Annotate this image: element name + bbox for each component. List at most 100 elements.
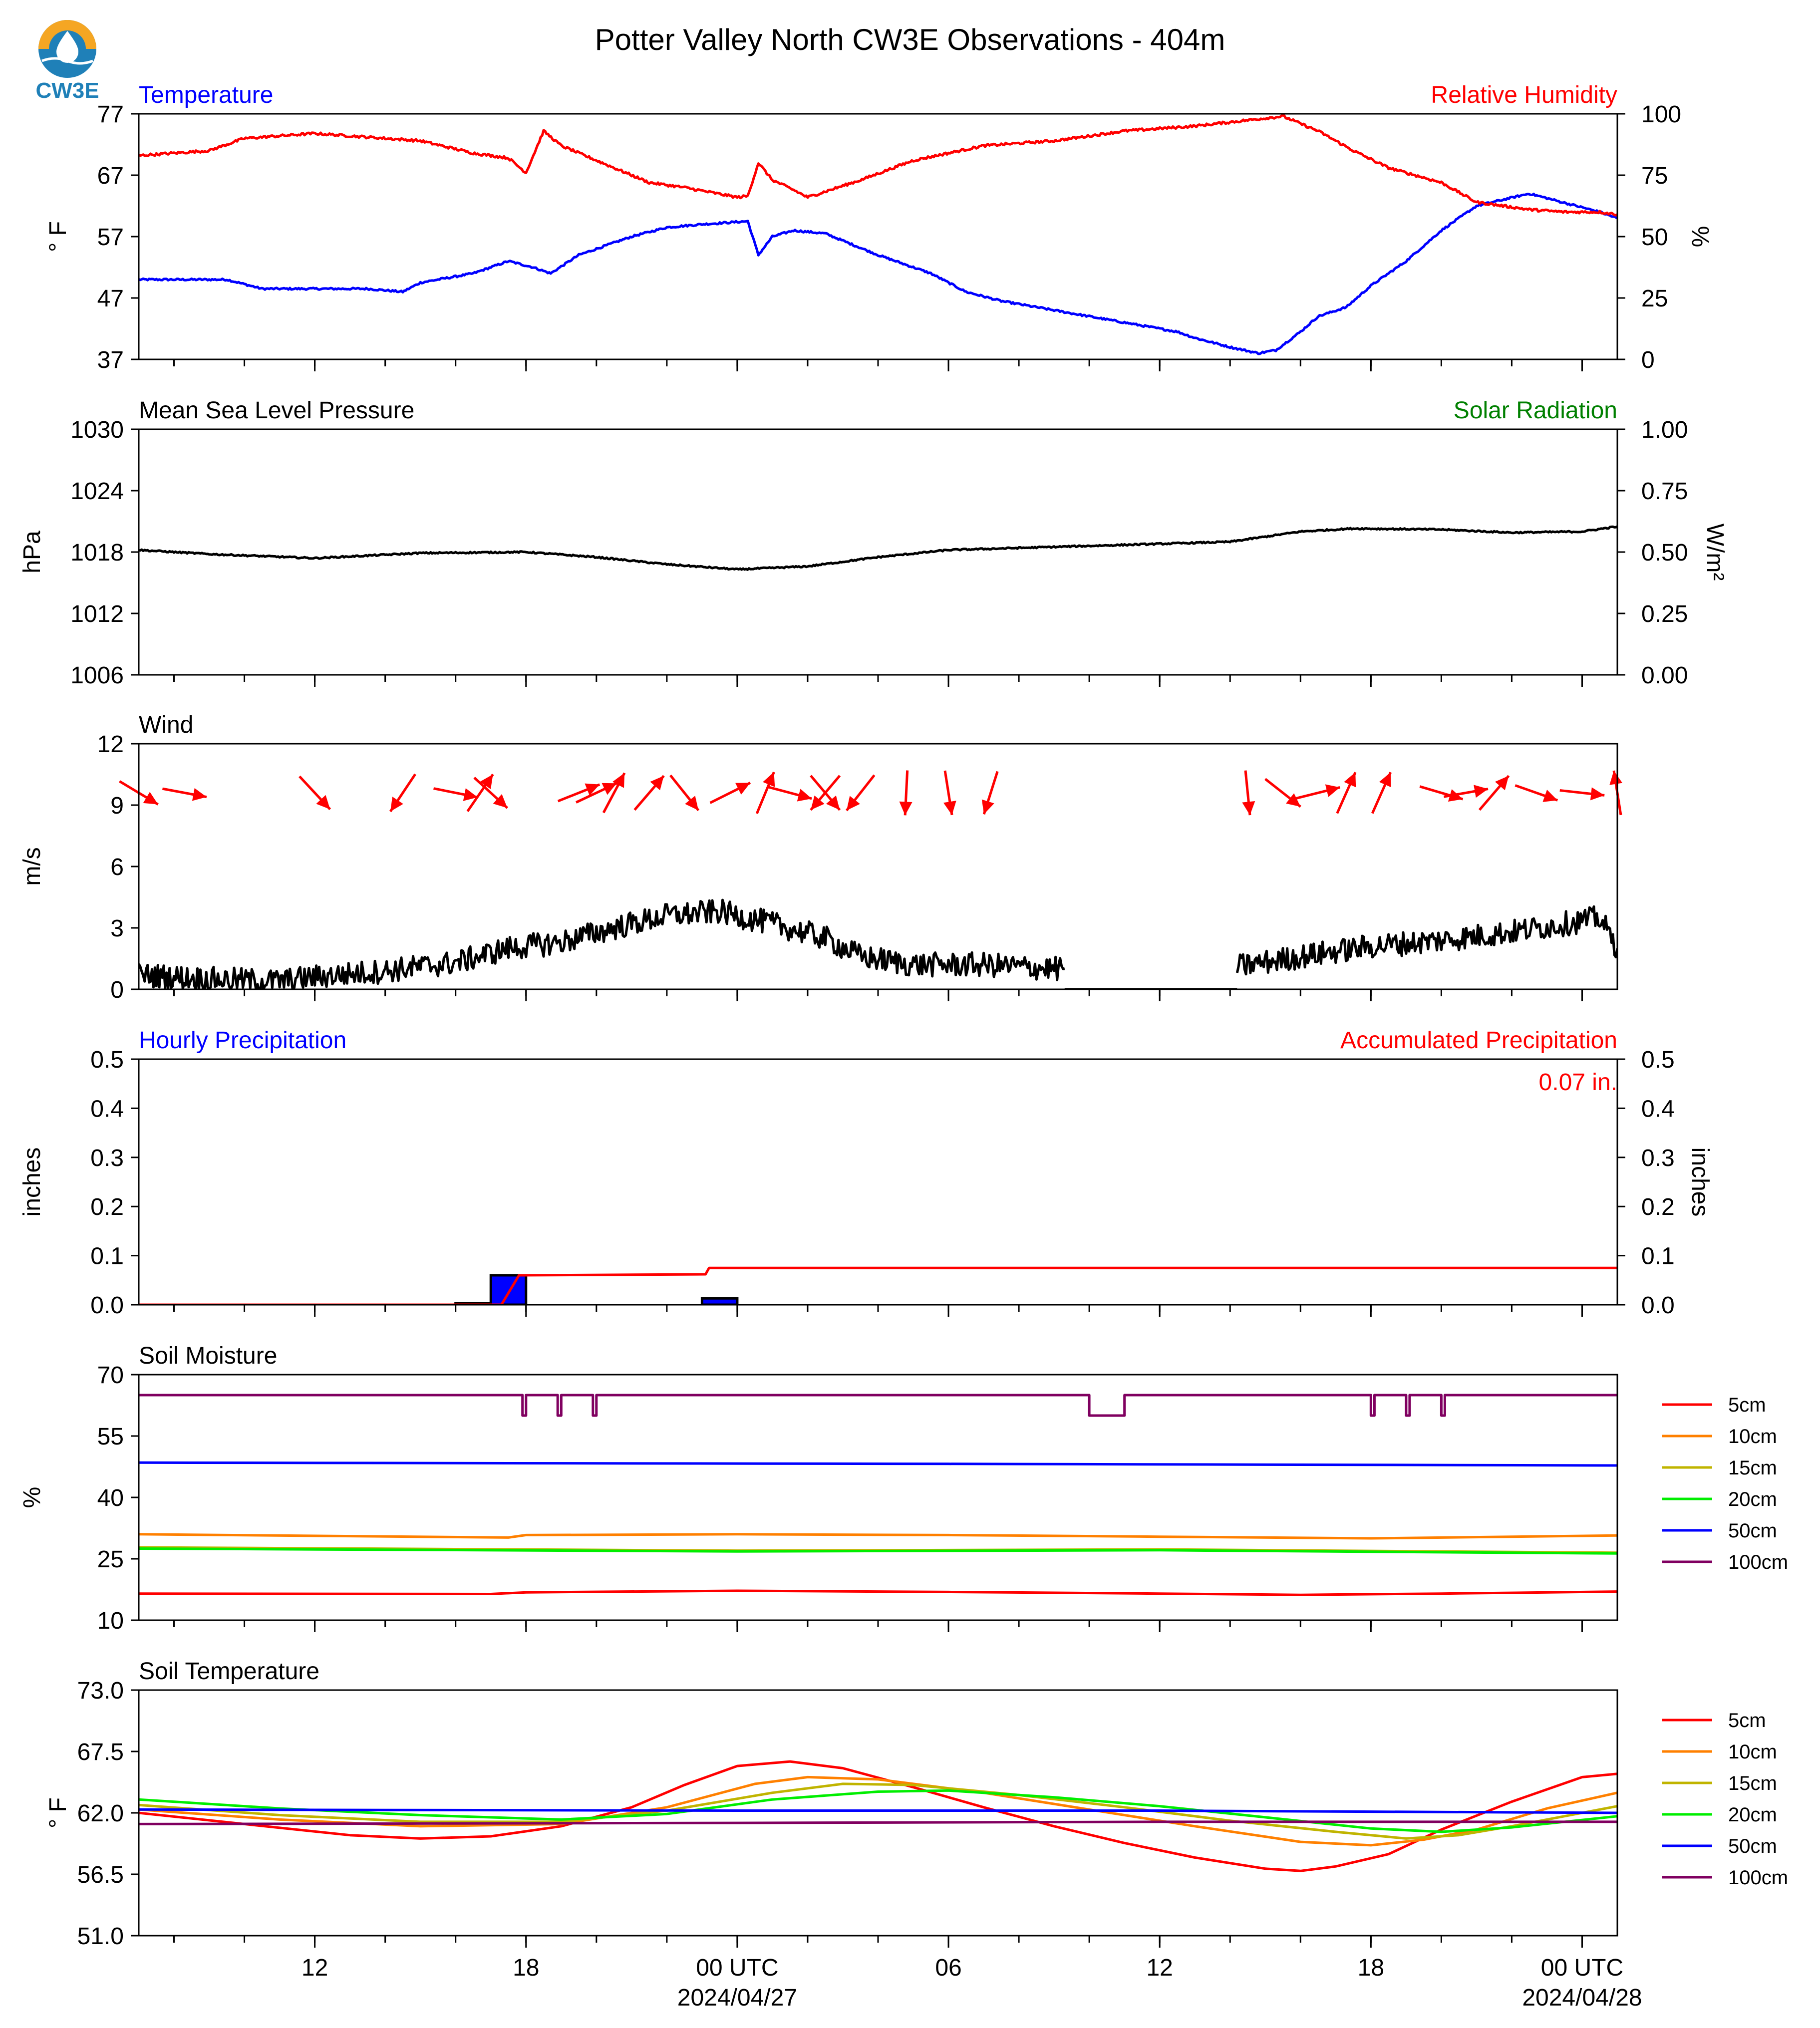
legend-label: 20cm bbox=[1728, 1488, 1777, 1510]
panel-title-right: Solar Radiation bbox=[1454, 397, 1617, 424]
logo-wave-icon bbox=[41, 57, 93, 65]
y-axis-label-left: ° F bbox=[45, 221, 71, 252]
wind-arrow-head bbox=[943, 801, 956, 815]
wind-arrow-head bbox=[602, 783, 617, 795]
wind-arrow-head bbox=[1542, 790, 1558, 802]
wind-arrow-head bbox=[1286, 793, 1301, 807]
y-tick-label-left: 0.5 bbox=[90, 1047, 124, 1073]
cw3e-logo: CW3E bbox=[35, 20, 99, 103]
series-line-50cm bbox=[139, 1808, 1617, 1814]
legend-label: 5cm bbox=[1728, 1394, 1766, 1416]
legend-label: 5cm bbox=[1728, 1710, 1766, 1732]
wind-arrow-head bbox=[585, 783, 600, 796]
x-tick-label: 00 UTC bbox=[1541, 1955, 1623, 1981]
y-tick-label-left: 1024 bbox=[70, 478, 124, 505]
y-tick-label-right: 0.0 bbox=[1641, 1292, 1675, 1319]
panel-title-left: Hourly Precipitation bbox=[139, 1027, 346, 1054]
y-tick-label-left: 0.2 bbox=[90, 1194, 124, 1220]
y-tick-label-right: 0.4 bbox=[1641, 1096, 1675, 1122]
wind-arrow-head bbox=[390, 797, 403, 812]
wind-arrow-head bbox=[685, 796, 699, 811]
legend-label: 100cm bbox=[1728, 1551, 1788, 1573]
legend-label: 15cm bbox=[1728, 1457, 1777, 1479]
y-tick-label-right: 0.1 bbox=[1641, 1243, 1675, 1270]
water-drop-icon bbox=[56, 31, 78, 63]
wind-arrow-head bbox=[192, 788, 207, 801]
y-axis-label-left: % bbox=[19, 1487, 45, 1508]
legend: 5cm 10cm 15cm 20cm 50cm 100cm bbox=[1662, 1710, 1788, 1889]
panel-pressure: Mean Sea Level Pressure Solar Radiation 10… bbox=[19, 397, 1728, 689]
plot-area bbox=[139, 1760, 1617, 1872]
y-axis-label-left: ° F bbox=[45, 1797, 71, 1828]
wind-arrow-head bbox=[846, 796, 860, 811]
panel-soil_temp: Soil Temperature 51.0 56.5 62.0 67.5 73.0 ° F 5… bbox=[45, 1658, 1788, 1950]
wind-arrow-head bbox=[1344, 772, 1356, 788]
y-axis-label-left: inches bbox=[19, 1148, 45, 1217]
y-tick-label-left: 1012 bbox=[70, 601, 124, 627]
series-line-mean-sea-level-pressure bbox=[139, 525, 1617, 571]
panels: Temperature Relative Humidity 37 47 57 67 77 ° … bbox=[19, 82, 1788, 2011]
y-tick-label-left: 77 bbox=[97, 101, 124, 128]
y-tick-label-right: 0 bbox=[1641, 347, 1655, 373]
y-tick-label-left: 9 bbox=[110, 793, 124, 819]
panel-title-left: Soil Temperature bbox=[139, 1658, 319, 1685]
plot-area bbox=[139, 525, 1617, 571]
series-line-accumulated-precipitation bbox=[139, 1266, 1617, 1305]
y-axis-label-right: W/m² bbox=[1702, 524, 1728, 581]
y-tick-label-right: 0.00 bbox=[1641, 662, 1688, 689]
y-tick-label-left: 1018 bbox=[70, 540, 124, 566]
panel-frame bbox=[138, 1374, 1618, 1621]
y-axis-label-left: hPa bbox=[19, 531, 45, 574]
legend-label: 10cm bbox=[1728, 1741, 1777, 1763]
series-line-temperature bbox=[139, 193, 1617, 355]
y-tick-label-right: 100 bbox=[1641, 101, 1681, 128]
wind-arrow-head bbox=[316, 795, 330, 810]
x-tick-sublabel: 2024/04/28 bbox=[1522, 1985, 1642, 2011]
y-tick-label-left: 25 bbox=[97, 1546, 124, 1573]
wind-arrow-head bbox=[1590, 787, 1605, 801]
panel-title-left: Mean Sea Level Pressure bbox=[139, 397, 414, 424]
x-tick-label: 12 bbox=[302, 1955, 328, 1981]
y-tick-label-right: 0.3 bbox=[1641, 1145, 1675, 1171]
wind-arrow-head bbox=[1495, 776, 1509, 791]
legend-label: 50cm bbox=[1728, 1520, 1777, 1542]
y-axis-label-left: m/s bbox=[19, 847, 45, 885]
y-tick-label-left: 6 bbox=[110, 854, 124, 880]
y-tick-label-left: 0.4 bbox=[90, 1096, 124, 1122]
y-tick-label-right: 0.50 bbox=[1641, 540, 1688, 566]
panel-soil_moisture: Soil Moisture1025405570%5cm10cm15cm20cm5… bbox=[19, 1343, 1788, 1634]
y-tick-label-left: 51.0 bbox=[77, 1923, 124, 1950]
accumulated-total-label: 0.07 in. bbox=[1539, 1069, 1617, 1096]
figure-title: Potter Valley North CW3E Observations - … bbox=[595, 23, 1225, 56]
panel-frame bbox=[138, 1058, 1618, 1306]
panel-title-left: Soil Moisture bbox=[139, 1343, 277, 1369]
x-tick-label: 18 bbox=[513, 1955, 539, 1981]
series-line-50cm bbox=[139, 1461, 1617, 1467]
series-line-20cm bbox=[139, 1789, 1617, 1833]
series-line-wind-speed bbox=[1235, 905, 1617, 976]
y-tick-label-left: 40 bbox=[97, 1485, 124, 1511]
series-line-relative-humidity bbox=[139, 114, 1617, 217]
wind-arrow-head bbox=[811, 795, 825, 810]
panel-title-left: Temperature bbox=[139, 82, 273, 108]
legend: 5cm 10cm 15cm 20cm 50cm 100cm bbox=[1662, 1394, 1788, 1573]
wind-arrow-head bbox=[763, 772, 775, 787]
logo-text: CW3E bbox=[35, 78, 99, 103]
y-tick-label-left: 0.1 bbox=[90, 1243, 124, 1270]
wind-arrow-head bbox=[480, 774, 493, 789]
y-tick-label-left: 1006 bbox=[70, 662, 124, 689]
y-axis-label-right: % bbox=[1687, 226, 1713, 248]
panel-frame bbox=[138, 113, 1618, 360]
y-tick-label-right: 25 bbox=[1641, 286, 1668, 312]
series-line-20cm bbox=[139, 1547, 1617, 1555]
panel-frame bbox=[138, 428, 1618, 676]
series-line-100cm bbox=[139, 1820, 1617, 1825]
y-tick-label-left: 1030 bbox=[70, 417, 124, 443]
panel-wind: Wind 0 3 6 9 12 m/s bbox=[19, 712, 1623, 1003]
y-tick-label-left: 56.5 bbox=[77, 1862, 124, 1888]
wind-arrow-head bbox=[826, 795, 840, 810]
panel-precip: Hourly Precipitation Accumulated Precipit… bbox=[19, 1027, 1713, 1319]
x-tick-label: 06 bbox=[935, 1955, 961, 1981]
wind-arrow-head bbox=[463, 788, 478, 801]
